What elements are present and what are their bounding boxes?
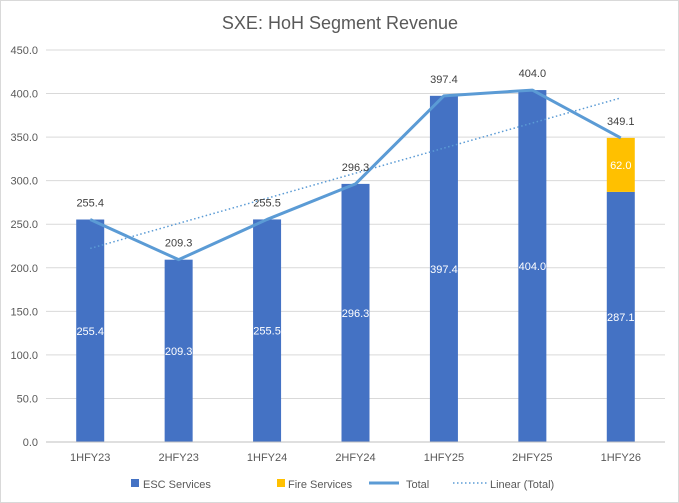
data-label-esc-services: 255.4 [76, 326, 104, 338]
line-layer [89, 88, 622, 262]
bar-fire-services [606, 137, 635, 192]
data-label-esc-services: 255.5 [253, 326, 281, 338]
legend-label: Total [406, 479, 429, 491]
legend-esc-services-swatch [131, 479, 139, 487]
y-tick-label: 250.0 [10, 219, 38, 231]
bar-esc-services [606, 191, 635, 442]
data-label-total: 397.4 [430, 74, 458, 86]
y-tick-label: 300.0 [10, 176, 38, 188]
x-tick-label: 2HFY24 [335, 452, 375, 464]
y-tick-label: 150.0 [10, 306, 38, 318]
x-tick-label: 1HFY23 [70, 452, 110, 464]
chart-title: SXE: HoH Segment Revenue [222, 13, 458, 33]
data-label-total: 255.4 [76, 198, 104, 210]
y-tick-label: 100.0 [10, 350, 38, 362]
data-label-esc-services: 287.1 [607, 312, 635, 324]
bar-esc-services [518, 90, 547, 443]
legend-label: Fire Services [288, 479, 353, 491]
legend-esc-services [131, 479, 139, 487]
data-label-esc-services: 397.4 [430, 264, 458, 276]
y-tick-label: 350.0 [10, 132, 38, 144]
legend-fire-services-swatch [277, 479, 285, 487]
legend-label: ESC Services [143, 479, 211, 491]
legend: ESC Services Fire Services Total Linear (To… [131, 479, 554, 491]
data-label-fire-services: 62.0 [610, 160, 631, 172]
x-tick-label: 1HFY25 [424, 452, 464, 464]
y-tick-label: 50.0 [17, 393, 38, 405]
data-label-esc-services: 404.0 [519, 261, 547, 273]
axis-layer: 0.0 50.0 100.0 150.0 200.0 250.0 300.0 350.0 400… [10, 45, 665, 464]
x-tick-label: 1HFY26 [601, 452, 641, 464]
bar-esc-services [76, 219, 105, 442]
y-tick-label: 200.0 [10, 263, 38, 275]
label-layer: 255.4 209.3 255.5 296.3 397.4 404.0 287.1 62.0 2… [76, 68, 634, 358]
data-label-total: 255.5 [253, 197, 281, 209]
bar-esc-services [429, 95, 458, 443]
bar-esc-services [341, 183, 370, 442]
x-tick-label: 2HFY25 [512, 452, 552, 464]
bar-layer [76, 90, 635, 443]
line-total [89, 88, 622, 262]
data-label-total: 209.3 [165, 238, 193, 250]
data-label-total: 349.1 [607, 116, 635, 128]
bar-esc-services [253, 219, 282, 442]
y-tick-label: 0.0 [23, 437, 38, 449]
data-label-esc-services: 209.3 [165, 346, 193, 358]
y-tick-label: 400.0 [10, 89, 38, 101]
legend-label: Linear (Total) [490, 479, 554, 491]
data-label-total: 404.0 [519, 68, 547, 80]
data-label-esc-services: 296.3 [342, 308, 370, 320]
x-tick-label: 1HFY24 [247, 452, 287, 464]
legend-fire-services [277, 479, 285, 487]
x-tick-label: 2HFY23 [158, 452, 198, 464]
bar-esc-services [164, 259, 193, 442]
y-tick-label: 450.0 [10, 45, 38, 57]
data-label-total: 296.3 [342, 162, 370, 174]
